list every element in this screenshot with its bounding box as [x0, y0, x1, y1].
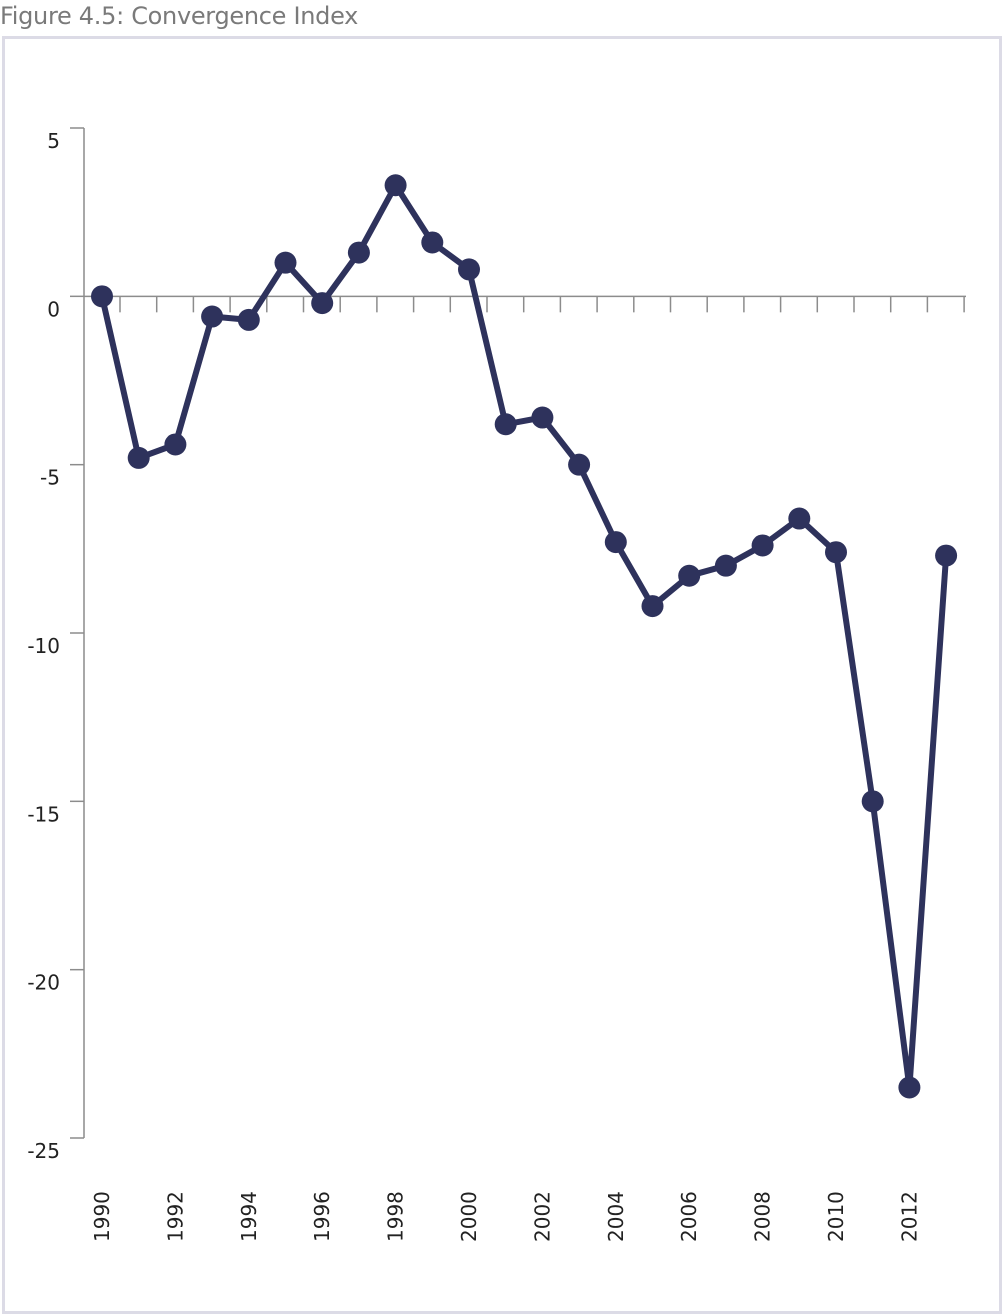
data-point-1998 — [384, 174, 407, 197]
data-point-1997 — [347, 241, 370, 264]
data-point-2010 — [825, 541, 847, 564]
data-point-2009 — [788, 507, 811, 530]
y-tick-label: -15 — [27, 802, 60, 826]
x-tick-label: 2002 — [530, 1191, 554, 1242]
chart-frame — [2, 36, 1002, 1314]
data-point-1995 — [274, 251, 297, 274]
x-tick-label: 1992 — [163, 1191, 187, 1242]
x-tick-label: 1998 — [384, 1191, 408, 1242]
data-point-1991 — [127, 446, 150, 469]
y-tick-label: 0 — [47, 297, 60, 321]
data-point-2002 — [531, 406, 554, 429]
x-tick-label: 1996 — [310, 1191, 334, 1242]
data-point-1999 — [421, 231, 444, 254]
data-point-1994 — [237, 308, 260, 331]
data-point-1993 — [201, 305, 224, 328]
y-tick-label: -20 — [27, 971, 60, 995]
x-tick-label: 2012 — [897, 1191, 921, 1242]
y-tick-label: -5 — [40, 466, 60, 490]
x-tick-label: 2010 — [824, 1191, 848, 1242]
data-point-2013 — [935, 544, 958, 567]
data-point-2011 — [861, 790, 884, 813]
data-point-2003 — [568, 453, 591, 476]
y-tick-label: 5 — [47, 129, 60, 153]
data-point-2000 — [458, 258, 480, 281]
x-tick-label: 2004 — [604, 1191, 628, 1242]
data-point-2005 — [641, 595, 664, 618]
data-point-2012 — [898, 1076, 921, 1099]
data-point-2007 — [714, 554, 737, 577]
x-tick-label: 2006 — [677, 1191, 701, 1242]
x-tick-label: 1994 — [237, 1191, 261, 1242]
data-point-2006 — [678, 564, 701, 587]
x-tick-label: 1990 — [90, 1191, 114, 1242]
x-tick-label: 2008 — [751, 1191, 775, 1242]
figure-title: Figure 4.5: Convergence Index — [0, 2, 359, 30]
data-point-1990 — [91, 285, 113, 308]
data-point-2001 — [494, 413, 517, 436]
x-tick-label: 2000 — [457, 1191, 481, 1242]
data-point-1996 — [311, 292, 334, 315]
y-tick-label: -10 — [27, 634, 60, 658]
data-point-2008 — [751, 534, 774, 557]
data-point-1992 — [164, 433, 187, 456]
y-tick-label: -25 — [27, 1139, 60, 1163]
series-line — [99, 182, 950, 1091]
data-point-2004 — [604, 531, 627, 554]
